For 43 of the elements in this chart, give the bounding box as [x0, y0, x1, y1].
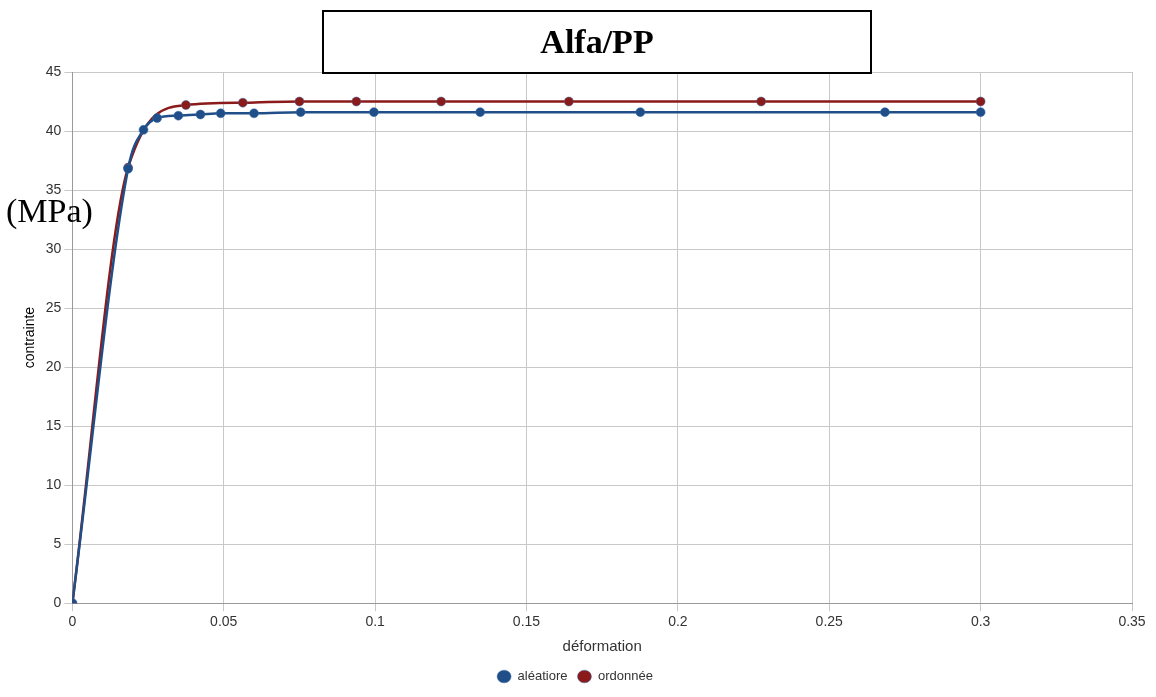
- point: [975, 107, 986, 117]
- point: [249, 108, 259, 119]
- x-tick-label: 0.15: [512, 613, 541, 630]
- point: [880, 107, 890, 117]
- point: [294, 96, 305, 107]
- x-tick-label: 0.1: [365, 613, 386, 630]
- point: [369, 107, 379, 117]
- point: [351, 96, 362, 107]
- y-tick-label: 30: [45, 239, 62, 256]
- y-tick-label: 5: [53, 535, 62, 552]
- y-tick-label: 15: [45, 416, 62, 433]
- y-tick-label: 10: [45, 476, 62, 493]
- point: [238, 97, 248, 108]
- y-tick-label: 35: [45, 180, 62, 197]
- x-tick-label: 0: [68, 613, 77, 630]
- point: [215, 108, 226, 119]
- point: [975, 96, 986, 107]
- point: [756, 96, 766, 107]
- y-tick-label: 40: [45, 121, 62, 138]
- x-tick-label: 0.35: [1118, 613, 1146, 630]
- point: [295, 107, 306, 117]
- x-tick-label: 0.3: [970, 613, 991, 630]
- y-axis-title: contrainte: [21, 306, 38, 369]
- legend-label: ordonnée: [597, 668, 653, 684]
- point: [436, 96, 446, 107]
- point: [173, 110, 184, 121]
- y-tick-label: 0: [53, 594, 62, 611]
- point: [181, 100, 191, 110]
- x-tick-label: 0.25: [815, 613, 844, 630]
- point: [564, 96, 574, 107]
- x-tick-label: 0.05: [210, 613, 238, 630]
- y-tick-label: 25: [45, 298, 62, 315]
- point: [152, 113, 162, 123]
- x-axis-title: déformation: [562, 637, 642, 655]
- point: [635, 107, 646, 117]
- x-tick-label: 0.2: [668, 613, 688, 630]
- point: [138, 125, 149, 135]
- chart-title: Alfa/PP: [322, 10, 872, 74]
- point: [475, 107, 485, 117]
- y-tick-label: 45: [45, 62, 62, 79]
- legend-label: aléatiore: [517, 668, 568, 684]
- point: [195, 109, 206, 120]
- y-tick-label: 20: [45, 357, 62, 374]
